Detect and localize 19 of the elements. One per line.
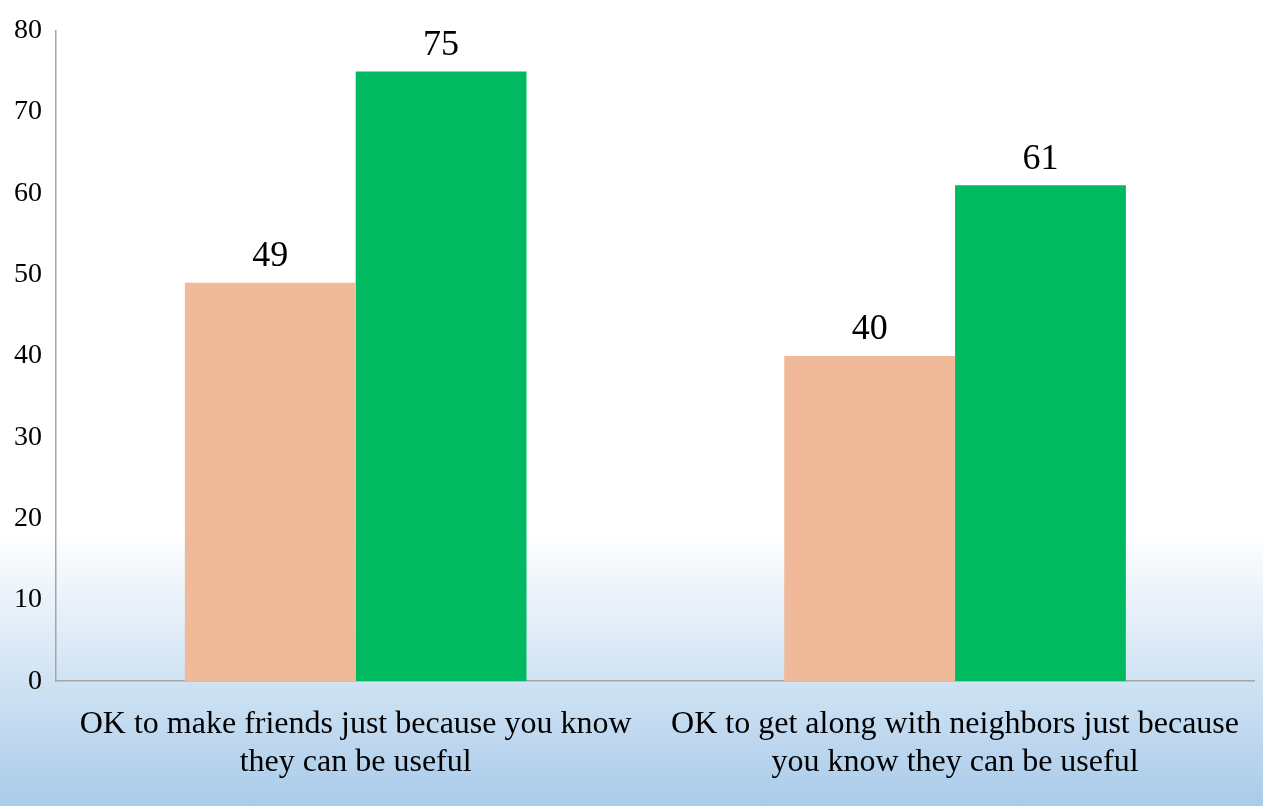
bar (184, 282, 356, 682)
bar (784, 356, 956, 682)
y-tick-label: 20 (14, 500, 42, 532)
y-tick-label: 40 (14, 338, 42, 370)
y-tick-label: 0 (28, 663, 42, 695)
data-label: 61 (1022, 136, 1059, 177)
y-tick-label: 30 (14, 419, 42, 451)
data-label: 40 (851, 307, 888, 348)
y-tick-label: 70 (14, 94, 42, 126)
bar (955, 185, 1126, 682)
y-tick-label: 10 (14, 582, 42, 614)
data-label: 75 (423, 22, 460, 63)
y-tick-label: 50 (14, 257, 42, 289)
data-label: 49 (252, 234, 289, 275)
bar (355, 71, 527, 682)
x-tick-label: OK to make friends just because you know they can be useful (79, 703, 632, 779)
y-tick-label: 60 (14, 175, 42, 207)
x-tick-label: OK to get along with neighbors just because you know they can be useful (671, 703, 1239, 779)
y-tick-label: 80 (14, 13, 42, 45)
